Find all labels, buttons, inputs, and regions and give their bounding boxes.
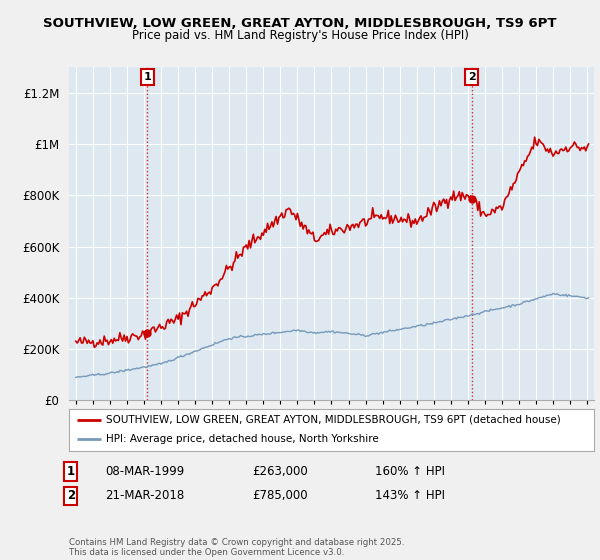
Text: Price paid vs. HM Land Registry's House Price Index (HPI): Price paid vs. HM Land Registry's House … bbox=[131, 29, 469, 42]
Text: 160% ↑ HPI: 160% ↑ HPI bbox=[375, 465, 445, 478]
Text: 2: 2 bbox=[468, 72, 475, 82]
Text: 2: 2 bbox=[67, 489, 75, 502]
Text: 21-MAR-2018: 21-MAR-2018 bbox=[105, 489, 184, 502]
Text: 143% ↑ HPI: 143% ↑ HPI bbox=[375, 489, 445, 502]
Text: 08-MAR-1999: 08-MAR-1999 bbox=[105, 465, 184, 478]
Text: SOUTHVIEW, LOW GREEN, GREAT AYTON, MIDDLESBROUGH, TS9 6PT: SOUTHVIEW, LOW GREEN, GREAT AYTON, MIDDL… bbox=[43, 17, 557, 30]
Text: £263,000: £263,000 bbox=[252, 465, 308, 478]
Text: SOUTHVIEW, LOW GREEN, GREAT AYTON, MIDDLESBROUGH, TS9 6PT (detached house): SOUTHVIEW, LOW GREEN, GREAT AYTON, MIDDL… bbox=[106, 415, 560, 424]
Text: Contains HM Land Registry data © Crown copyright and database right 2025.
This d: Contains HM Land Registry data © Crown c… bbox=[69, 538, 404, 557]
Text: 1: 1 bbox=[67, 465, 75, 478]
Text: HPI: Average price, detached house, North Yorkshire: HPI: Average price, detached house, Nort… bbox=[106, 434, 379, 444]
Text: £785,000: £785,000 bbox=[252, 489, 308, 502]
Text: 1: 1 bbox=[143, 72, 151, 82]
